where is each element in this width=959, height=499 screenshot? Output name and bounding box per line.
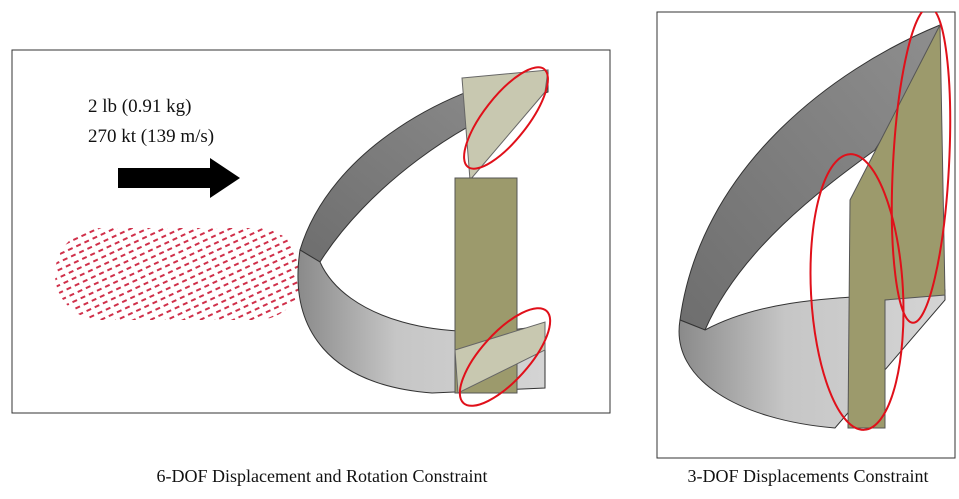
- bird-particles: [55, 228, 303, 320]
- left-panel: 2 lb (0.91 kg) 270 kt (139 m/s): [12, 50, 610, 419]
- bird-mass: 2 lb (0.91 kg): [88, 96, 191, 117]
- caption: 3-DOF Displacements Constraint: [688, 466, 929, 486]
- caption: 6-DOF Displacement and Rotation Constrai…: [157, 466, 488, 486]
- page: {"panels": [ {"annotations": ["2 lb (0.9…: [0, 0, 959, 494]
- impact-speed: 270 kt (139 m/s): [88, 126, 214, 147]
- right-panel: [657, 6, 957, 458]
- figure: 2 lb (0.91 kg) 270 kt (139 m/s) 6-DOF Di…: [0, 0, 959, 494]
